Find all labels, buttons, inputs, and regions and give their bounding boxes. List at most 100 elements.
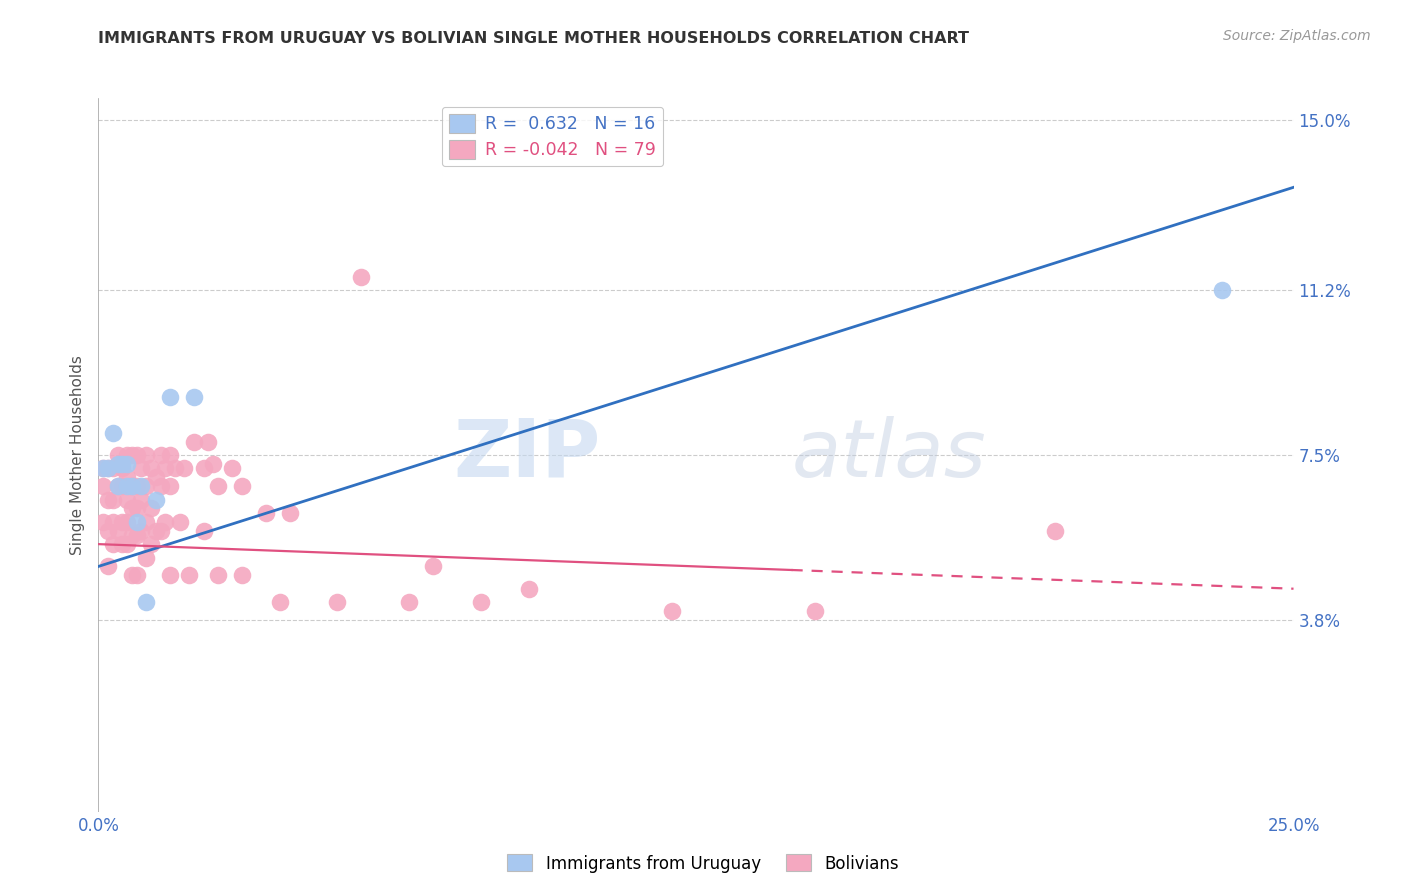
Point	[145, 492, 167, 507]
Point	[145, 524, 167, 538]
Point	[111, 537, 134, 551]
Point	[159, 568, 181, 582]
Point	[101, 515, 124, 529]
Point	[139, 461, 162, 475]
Point	[107, 479, 129, 493]
Point	[97, 461, 120, 475]
Point	[121, 501, 143, 516]
Point	[107, 457, 129, 471]
Text: atlas: atlas	[792, 416, 987, 494]
Point	[470, 595, 492, 609]
Point	[121, 479, 143, 493]
Point	[121, 528, 143, 542]
Point	[115, 537, 138, 551]
Point	[169, 515, 191, 529]
Point	[149, 524, 172, 538]
Point	[111, 457, 134, 471]
Point	[326, 595, 349, 609]
Text: ZIP: ZIP	[453, 416, 600, 494]
Legend: R =  0.632   N = 16, R = -0.042   N = 79: R = 0.632 N = 16, R = -0.042 N = 79	[441, 107, 664, 166]
Point	[231, 479, 253, 493]
Point	[111, 461, 134, 475]
Point	[207, 568, 229, 582]
Point	[101, 461, 124, 475]
Point	[125, 568, 148, 582]
Point	[350, 269, 373, 284]
Y-axis label: Single Mother Households: Single Mother Households	[70, 355, 86, 555]
Point	[139, 537, 162, 551]
Point	[163, 461, 186, 475]
Point	[254, 506, 277, 520]
Point	[269, 595, 291, 609]
Point	[91, 479, 114, 493]
Point	[125, 528, 148, 542]
Point	[135, 479, 157, 493]
Point	[398, 595, 420, 609]
Point	[107, 524, 129, 538]
Point	[101, 492, 124, 507]
Point	[97, 524, 120, 538]
Point	[221, 461, 243, 475]
Point	[131, 524, 153, 538]
Point	[202, 457, 225, 471]
Point	[131, 492, 153, 507]
Point	[183, 390, 205, 404]
Point	[91, 515, 114, 529]
Point	[125, 501, 148, 516]
Point	[422, 559, 444, 574]
Point	[121, 479, 143, 493]
Point	[91, 461, 114, 475]
Point	[159, 448, 181, 462]
Point	[107, 448, 129, 462]
Text: IMMIGRANTS FROM URUGUAY VS BOLIVIAN SINGLE MOTHER HOUSEHOLDS CORRELATION CHART: IMMIGRANTS FROM URUGUAY VS BOLIVIAN SING…	[98, 31, 969, 46]
Point	[131, 479, 153, 493]
Point	[804, 604, 827, 618]
Point	[91, 461, 114, 475]
Point	[1211, 283, 1233, 297]
Point	[101, 425, 124, 440]
Point	[135, 550, 157, 565]
Point	[125, 479, 148, 493]
Point	[149, 479, 172, 493]
Point	[661, 604, 683, 618]
Point	[107, 479, 129, 493]
Point	[1043, 524, 1066, 538]
Point	[115, 448, 138, 462]
Point	[115, 515, 138, 529]
Point	[97, 559, 120, 574]
Point	[121, 448, 143, 462]
Point	[121, 568, 143, 582]
Point	[149, 448, 172, 462]
Point	[155, 461, 177, 475]
Point	[115, 492, 138, 507]
Point	[207, 479, 229, 493]
Point	[139, 501, 162, 516]
Point	[193, 461, 215, 475]
Point	[125, 448, 148, 462]
Point	[231, 568, 253, 582]
Point	[111, 515, 134, 529]
Point	[135, 595, 157, 609]
Point	[197, 434, 219, 449]
Point	[173, 461, 195, 475]
Point	[115, 470, 138, 484]
Point	[193, 524, 215, 538]
Point	[111, 479, 134, 493]
Point	[135, 515, 157, 529]
Text: Source: ZipAtlas.com: Source: ZipAtlas.com	[1223, 29, 1371, 43]
Point	[97, 461, 120, 475]
Point	[115, 479, 138, 493]
Point	[179, 568, 201, 582]
Point	[115, 457, 138, 471]
Point	[101, 537, 124, 551]
Point	[155, 515, 177, 529]
Point	[159, 479, 181, 493]
Point	[125, 515, 148, 529]
Point	[97, 492, 120, 507]
Point	[145, 470, 167, 484]
Point	[159, 390, 181, 404]
Point	[278, 506, 301, 520]
Point	[131, 461, 153, 475]
Point	[135, 448, 157, 462]
Point	[183, 434, 205, 449]
